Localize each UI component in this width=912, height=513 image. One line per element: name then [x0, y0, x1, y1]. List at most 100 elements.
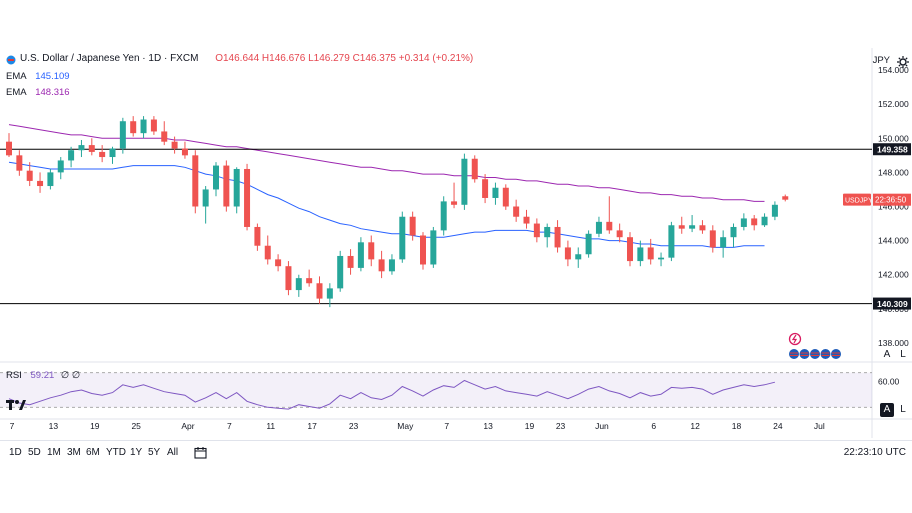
- utc-clock[interactable]: 22:23:10 UTC: [843, 447, 906, 458]
- candle-body-13: [140, 119, 147, 134]
- currency-label[interactable]: JPY: [872, 55, 890, 66]
- x-tick-label-6: 11: [266, 421, 275, 431]
- candle-body-59: [616, 230, 623, 238]
- range-5y-button[interactable]: 5Y: [148, 447, 161, 458]
- y-tick-label-8: 138.000: [878, 338, 909, 348]
- fxcm-logo-icon: [6, 55, 16, 65]
- range-5d-button[interactable]: 5D: [28, 447, 41, 458]
- range-ytd-button[interactable]: YTD: [106, 447, 126, 458]
- us-flag-icon-0: [789, 349, 799, 359]
- candle-body-19: [202, 189, 209, 207]
- x-tick-label-14: Jun: [595, 421, 609, 431]
- candle-body-48: [502, 187, 509, 207]
- y-tick-label-2: 150.000: [878, 133, 909, 143]
- countdown-tag: [873, 193, 911, 206]
- candle-body-11: [119, 121, 126, 149]
- lightning-event-icon: [788, 332, 802, 346]
- candle-body-67: [699, 225, 706, 231]
- high-value: H146.676: [261, 53, 306, 64]
- candle-body-63: [658, 257, 665, 260]
- rsi-log-scale-button[interactable]: L: [900, 404, 906, 415]
- candle-body-29: [306, 278, 313, 284]
- y-tick-label-6: 142.000: [878, 270, 909, 280]
- x-tick-label-9: May: [397, 421, 414, 431]
- candle-body-3: [37, 180, 44, 187]
- us-flag-icon-1: [799, 349, 810, 359]
- symbol-title: U.S. Dollar / Japanese Yen · 1D · FXCM: [20, 53, 199, 64]
- candle-body-61: [637, 247, 644, 262]
- candle-body-62: [647, 247, 654, 260]
- rsi-auto-scale-button[interactable]: A: [880, 403, 894, 417]
- ema-fast-legend[interactable]: EMA 145.109: [6, 71, 70, 82]
- x-tick-label-2: 19: [90, 421, 100, 431]
- candle-body-23: [244, 168, 251, 227]
- candle-body-60: [627, 237, 633, 262]
- range-1d-button[interactable]: 1D: [9, 447, 22, 458]
- open-value: O146.644: [215, 53, 260, 64]
- low-value: L146.279: [308, 53, 350, 64]
- candle-body-49: [513, 206, 520, 217]
- x-tick-label-17: 18: [732, 421, 742, 431]
- x-tick-label-1: 13: [49, 421, 59, 431]
- symbol-tag: [843, 193, 871, 206]
- us-flag-stripes-3: [821, 352, 830, 357]
- ema-slow-legend[interactable]: EMA 148.316: [6, 87, 70, 98]
- candle-body-74: [771, 204, 778, 217]
- range-1y-button[interactable]: 1Y: [130, 447, 143, 458]
- level-label-1: 140.309: [877, 299, 908, 309]
- y-tick-label-5: 144.000: [878, 236, 909, 246]
- candle-body-32: [337, 255, 344, 289]
- candle-body-22: [233, 168, 240, 207]
- x-tick-label-8: 23: [349, 421, 359, 431]
- ema-fast-line: [8, 161, 765, 248]
- candle-body-30: [316, 283, 323, 299]
- x-tick-label-19: Jul: [814, 421, 825, 431]
- range-all-button[interactable]: All: [167, 447, 179, 458]
- price-chart[interactable]: 154.000 152.000 150.000 148.000 146.000 144.0…: [0, 48, 912, 466]
- rsi-legend[interactable]: RSI 59.21 ∅ ∅: [6, 370, 81, 381]
- candle-body-57: [595, 221, 602, 234]
- us-flag-stripes-1: [800, 352, 809, 357]
- candle-body-1: [16, 155, 23, 171]
- candle-body-65: [678, 225, 685, 229]
- candle-body-66: [689, 225, 696, 229]
- candle-body-24: [254, 226, 261, 246]
- candle-body-17: [181, 148, 188, 156]
- calendar-icon[interactable]: [194, 446, 207, 459]
- candle-body-16: [171, 141, 178, 149]
- candle-body-35: [368, 242, 375, 260]
- candle-body-25: [264, 245, 271, 260]
- candle-body-7: [78, 145, 85, 151]
- us-flag-stripes-4: [832, 352, 840, 357]
- x-tick-label-5: 7: [227, 421, 232, 431]
- x-tick-label-0: 7: [10, 421, 15, 431]
- auto-scale-button[interactable]: A: [883, 349, 891, 360]
- candle-body-5: [57, 160, 64, 173]
- gear-icon[interactable]: [896, 55, 910, 69]
- chart-area[interactable]: 154.000 152.000 150.000 148.000 146.000 144.0…: [0, 48, 912, 466]
- y-tick-label-0: 154.000: [878, 65, 909, 75]
- x-tick-label-4: Apr: [181, 421, 194, 431]
- candle-body-28: [295, 278, 302, 291]
- candle-body-73: [761, 216, 768, 226]
- range-6m-button[interactable]: 6M: [86, 447, 100, 458]
- y-tick-label-1: 152.000: [878, 99, 909, 109]
- candle-body-6: [68, 150, 75, 161]
- candle-body-9: [99, 151, 106, 158]
- x-tick-label-12: 19: [525, 421, 535, 431]
- candle-body-0: [6, 141, 12, 156]
- candle-body-33: [347, 255, 354, 268]
- ema-slow-line: [8, 124, 765, 202]
- level-label-0: 149.358: [877, 145, 908, 155]
- candle-body-10: [109, 148, 116, 158]
- candle-body-20: [213, 165, 219, 190]
- change-value: +0.314 (+0.21%): [398, 53, 474, 64]
- tradingview-logo-icon[interactable]: [6, 398, 26, 412]
- x-tick-label-15: 6: [651, 421, 656, 431]
- candle-body-47: [492, 187, 499, 198]
- candle-body-54: [564, 247, 571, 260]
- range-1m-button[interactable]: 1M: [47, 447, 61, 458]
- range-3m-button[interactable]: 3M: [67, 447, 81, 458]
- log-scale-button[interactable]: L: [900, 349, 906, 360]
- candle-body-44: [461, 158, 468, 205]
